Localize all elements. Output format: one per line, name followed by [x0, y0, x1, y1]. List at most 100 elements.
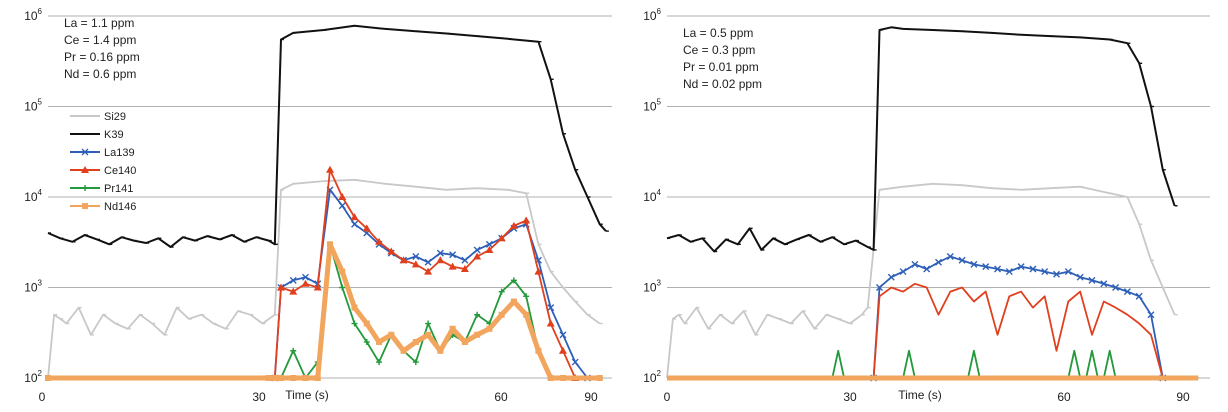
- data-point-ce140: [313, 283, 322, 291]
- data-point-la139: [289, 276, 297, 284]
- data-point-la139: [485, 240, 493, 248]
- concentration-annotation: La = 0.5 ppm: [683, 26, 753, 40]
- data-point-ce140: [399, 256, 408, 264]
- data-point-ce140: [387, 247, 396, 255]
- data-point-nd146: [486, 325, 493, 332]
- data-point-ce140: [534, 267, 543, 275]
- data-point-nd146: [327, 241, 333, 248]
- x-tick-label: 60: [1057, 390, 1071, 404]
- data-point-nd146: [510, 298, 517, 305]
- y-tick-label: 103: [643, 279, 661, 295]
- data-point-la139: [970, 260, 978, 268]
- x-tick-label: 90: [584, 390, 598, 404]
- data-point-nd146: [302, 375, 309, 381]
- data-point-la139: [559, 331, 567, 339]
- data-point-nd146: [498, 311, 505, 318]
- data-point-la139: [1053, 270, 1061, 278]
- series-line-k39: [47, 24, 607, 248]
- data-point-pr141: [523, 293, 530, 300]
- x-tick-label: 30: [843, 390, 857, 404]
- legend-marker-la139: [81, 148, 89, 156]
- concentration-annotation: Pr = 0.01 ppm: [683, 60, 759, 74]
- concentration-annotation: Pr = 0.16 ppm: [64, 50, 140, 64]
- x-axis-label: Time (s): [898, 388, 942, 402]
- data-point-la139: [1147, 311, 1155, 319]
- data-point-nd146: [461, 338, 468, 345]
- data-point-nd146: [437, 347, 444, 354]
- data-point-ce140: [460, 265, 469, 273]
- concentration-annotation: Ce = 0.3 ppm: [683, 43, 755, 57]
- legend-label-si29: Si29: [104, 111, 126, 123]
- data-point-ce140: [473, 252, 482, 260]
- data-point-la139: [301, 273, 309, 281]
- data-point-la139: [923, 265, 931, 273]
- data-point-ce140: [350, 213, 359, 221]
- y-tick-label: 102: [24, 369, 42, 385]
- legend-label-ce140: Ce140: [104, 165, 136, 177]
- data-point-ce140: [338, 193, 347, 200]
- data-point-la139: [1100, 280, 1108, 288]
- series-line-pr141: [667, 349, 1199, 379]
- concentration-annotation: Ce = 1.4 ppm: [64, 33, 136, 47]
- data-point-pr141: [412, 359, 419, 366]
- x-axis-label: Time (s): [285, 388, 329, 402]
- data-point-nd146: [388, 331, 395, 338]
- data-point-nd146: [474, 331, 481, 338]
- data-point-nd146: [523, 311, 530, 318]
- legend-label-nd146: Nd146: [104, 201, 136, 213]
- y-tick-label: 104: [643, 188, 661, 204]
- data-point-la139: [935, 258, 942, 266]
- data-point-ce140: [424, 267, 433, 275]
- y-tick-label: 102: [643, 369, 661, 385]
- data-point-la139: [1123, 288, 1131, 296]
- data-point-la139: [946, 253, 954, 261]
- series-line-si29: [666, 182, 1176, 379]
- data-point-la139: [982, 263, 990, 271]
- y-tick-label: 103: [24, 279, 42, 295]
- chart-panel-left: 102 103 104 105 106 0 30 60 90 Time (s) La = 1.1 p…: [24, 7, 612, 404]
- data-point-la139: [436, 249, 444, 257]
- data-point-la139: [547, 304, 555, 312]
- data-point-nd146: [376, 338, 383, 345]
- data-point-ce140: [289, 287, 298, 295]
- data-point-ce140: [276, 283, 285, 291]
- y-tick-label: 106: [643, 7, 661, 23]
- data-point-pr141: [290, 347, 297, 354]
- data-point-la139: [1041, 268, 1049, 276]
- data-point-ce140: [509, 221, 518, 229]
- data-point-ce140: [326, 165, 334, 173]
- data-point-nd146: [363, 320, 370, 327]
- data-point-ce140: [485, 245, 494, 253]
- data-point-la139: [875, 284, 883, 291]
- data-point-nd146: [535, 347, 542, 354]
- data-point-pr141: [376, 359, 383, 366]
- data-point-la139: [899, 268, 907, 276]
- legend-label-la139: La139: [104, 147, 135, 159]
- data-point-la139: [1029, 265, 1037, 273]
- data-point-pr141: [425, 320, 432, 327]
- data-point-nd146: [271, 375, 278, 381]
- data-point-la139: [911, 260, 919, 268]
- legend-marker-ce140: [81, 166, 89, 173]
- data-point-la139: [1112, 284, 1120, 291]
- data-point-nd146: [412, 338, 419, 345]
- data-point-ce140: [301, 279, 310, 287]
- legend-marker-nd146: [82, 203, 88, 209]
- data-point-ce140: [436, 256, 445, 264]
- data-point-ce140: [558, 346, 567, 354]
- data-point-la139: [1088, 276, 1096, 284]
- data-point-nd146: [45, 375, 51, 381]
- data-point-pr141: [363, 338, 370, 345]
- series-line-k39: [666, 26, 1176, 253]
- data-point-la139: [1064, 268, 1072, 276]
- data-point-nd146: [425, 331, 432, 338]
- data-point-pr141: [339, 284, 346, 291]
- data-point-la139: [1135, 292, 1143, 300]
- data-point-la139: [412, 253, 420, 261]
- legend-marker-pr141: [82, 185, 88, 191]
- data-point-ce140: [448, 262, 457, 270]
- series-line-la139: [872, 255, 1164, 379]
- data-point-nd146: [265, 375, 272, 381]
- data-point-la139: [958, 256, 966, 264]
